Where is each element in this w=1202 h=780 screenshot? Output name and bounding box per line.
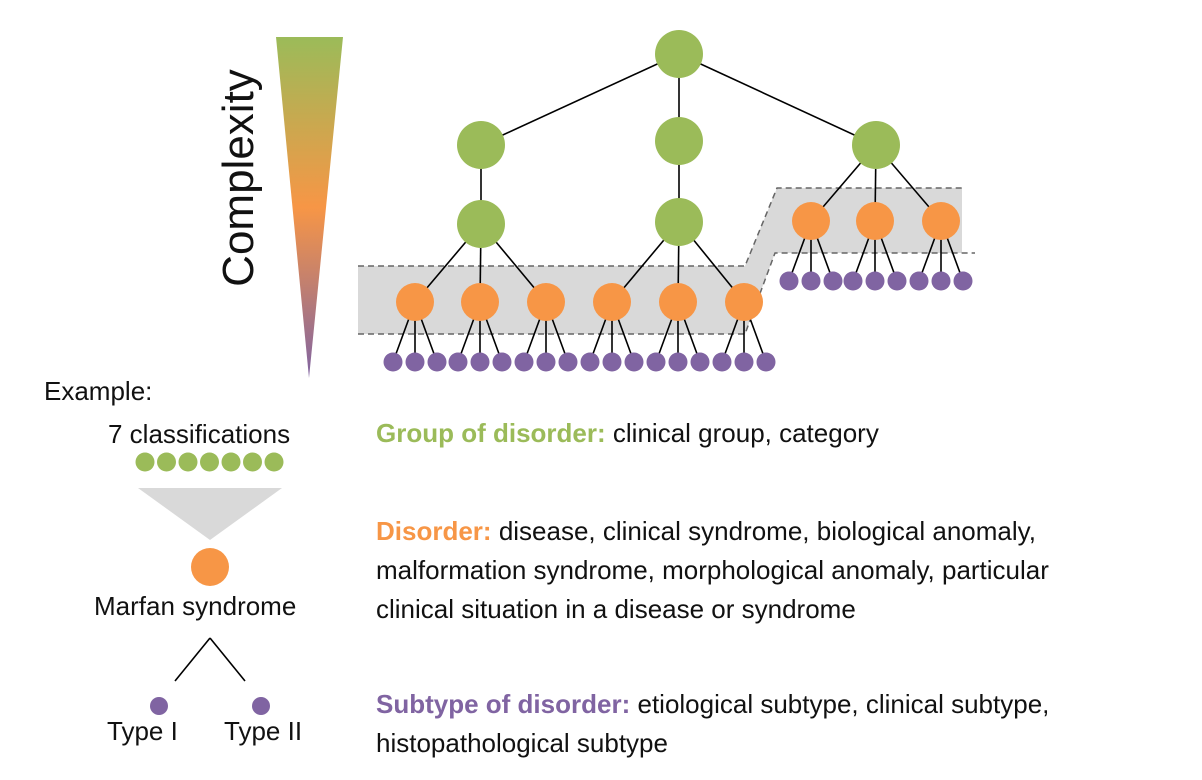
disorder-node — [396, 283, 434, 321]
group-node — [457, 200, 505, 248]
definition-subtype-text-line-1: etiological subtype, clinical subtype, — [637, 689, 1050, 719]
subtype-node — [779, 271, 799, 291]
disorder-node — [527, 283, 565, 321]
subtype-node — [536, 352, 556, 372]
subtype-node — [756, 352, 776, 372]
disorder-node — [593, 283, 631, 321]
example-subtype-1: Type I — [107, 716, 178, 746]
tree-nodes — [383, 30, 973, 372]
subtype-node — [602, 352, 622, 372]
subtype-node — [624, 352, 644, 372]
tree-edge — [480, 53, 680, 146]
disorder-node — [461, 283, 499, 321]
disorder-node — [725, 283, 763, 321]
definition-subtype-heading: Subtype of disorder: — [376, 689, 631, 719]
complexity-triangle — [276, 37, 343, 378]
subtype-node — [580, 352, 600, 372]
subtype-node — [712, 352, 732, 372]
subtype-node — [492, 352, 512, 372]
example-funnel — [138, 488, 282, 540]
example-classification-dot — [157, 452, 176, 472]
group-node — [457, 121, 505, 169]
group-node — [655, 198, 703, 246]
example-count-label: 7 classifications — [108, 419, 291, 449]
subtype-node — [953, 271, 973, 291]
root-node — [655, 30, 703, 78]
subtype-node — [558, 352, 578, 372]
disorder-node — [856, 202, 894, 240]
definition-disorder-text-line-2: malformation syndrome, morphological ano… — [376, 555, 1049, 585]
tree-edge — [678, 53, 877, 146]
definition-disorder: Disorder: disease, clinical syndrome, bi… — [376, 512, 1049, 629]
subtype-node — [690, 352, 710, 372]
definition-disorder-text-line-1: disease, clinical syndrome, biological a… — [498, 516, 1036, 546]
example-classification-dot — [243, 452, 262, 472]
subtype-node — [405, 352, 425, 372]
subtype-node — [887, 271, 907, 291]
disorder-node — [792, 202, 830, 240]
disorder-node — [659, 283, 697, 321]
example-subtype-edges — [174, 637, 246, 682]
subtype-node — [909, 271, 929, 291]
example-classification-dot — [264, 452, 284, 472]
group-node — [655, 117, 703, 165]
subtype-node — [383, 352, 403, 372]
complexity-axis-label: Complexity — [214, 69, 263, 287]
subtype-node — [646, 352, 666, 372]
subtype-node — [668, 352, 688, 372]
example-classification-dot — [200, 452, 219, 472]
example-title: Example: — [44, 376, 153, 406]
subtype-node — [843, 271, 863, 291]
example-disorder-name: Marfan syndrome — [94, 591, 297, 621]
example-classification-dot — [135, 452, 155, 472]
definition-disorder-text-line-3: clinical situation in a disease or syndr… — [376, 594, 856, 624]
definition-disorder-heading: Disorder: — [376, 516, 492, 546]
group-node — [852, 121, 900, 169]
example-disorder-node — [191, 548, 229, 586]
subtype-node — [470, 352, 490, 372]
subtype-node — [823, 271, 843, 291]
definition-subtype: Subtype of disorder: etiological subtype… — [376, 685, 1049, 763]
definition-group-text: clinical group, category — [612, 418, 879, 448]
subtype-node — [734, 352, 754, 372]
subtype-node — [448, 352, 468, 372]
disorder-node — [922, 202, 960, 240]
definition-group-heading: Group of disorder: — [376, 418, 606, 448]
subtype-node — [931, 271, 951, 291]
example-subtype-2: Type II — [224, 716, 303, 746]
example-classification-dots — [135, 452, 284, 472]
example-subtype-node-2 — [252, 697, 270, 715]
definition-subtype-text-line-2: histopathological subtype — [376, 728, 668, 758]
subtype-node — [514, 352, 534, 372]
subtype-node — [427, 352, 447, 372]
subtype-node — [865, 271, 885, 291]
definition-group: Group of disorder: clinical group, categ… — [376, 414, 879, 453]
example-classification-dot — [221, 452, 241, 472]
example-classification-dot — [178, 452, 198, 472]
example-subtype-node-1 — [150, 697, 168, 715]
subtype-node — [801, 271, 821, 291]
